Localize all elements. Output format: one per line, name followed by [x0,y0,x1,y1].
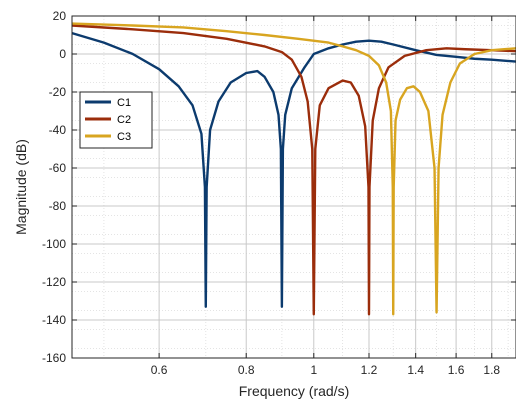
legend-label-c3: C3 [117,131,131,143]
y-tick-label: 0 [59,47,66,61]
y-tick-label: 20 [53,9,67,23]
y-tick-label: -100 [42,237,66,251]
legend-label-c1: C1 [117,97,131,109]
x-axis-label: Frequency (rad/s) [239,383,349,399]
minor-grid [72,16,516,358]
y-tick-label: -160 [42,351,66,365]
y-tick-label: -120 [42,275,66,289]
axis-tick-labels: 0.6 0.8 1 1.2 1.4 1.6 1.8 20 0 -20 -40 -60 -80 -100 -1… [42,9,500,377]
series-line-c3 [71,22,516,316]
x-tick-label: 0.8 [238,363,255,377]
y-tick-label: -40 [49,123,67,137]
x-tick-label: 1.4 [407,363,424,377]
plot-area [72,16,516,358]
series-line-c1 [71,31,516,308]
series-layer [71,22,516,316]
series-line-c2 [71,24,516,316]
y-axis-label: Magnitude (dB) [13,139,29,235]
y-tick-label: -80 [49,199,67,213]
y-tick-label: -60 [49,161,67,175]
x-tick-label: 0.6 [151,363,168,377]
x-tick-label: 1.2 [361,363,378,377]
x-tick-label: 1.8 [483,363,500,377]
legend: C1 C2 C3 [79,91,153,149]
y-tick-label: -140 [42,313,66,327]
x-tick-label: 1.6 [448,363,465,377]
y-tick-label: -20 [49,85,67,99]
x-tick-label: 1 [310,363,317,377]
legend-label-c2: C2 [117,114,131,126]
axis-ticks [72,15,516,359]
plot-border [71,15,516,359]
